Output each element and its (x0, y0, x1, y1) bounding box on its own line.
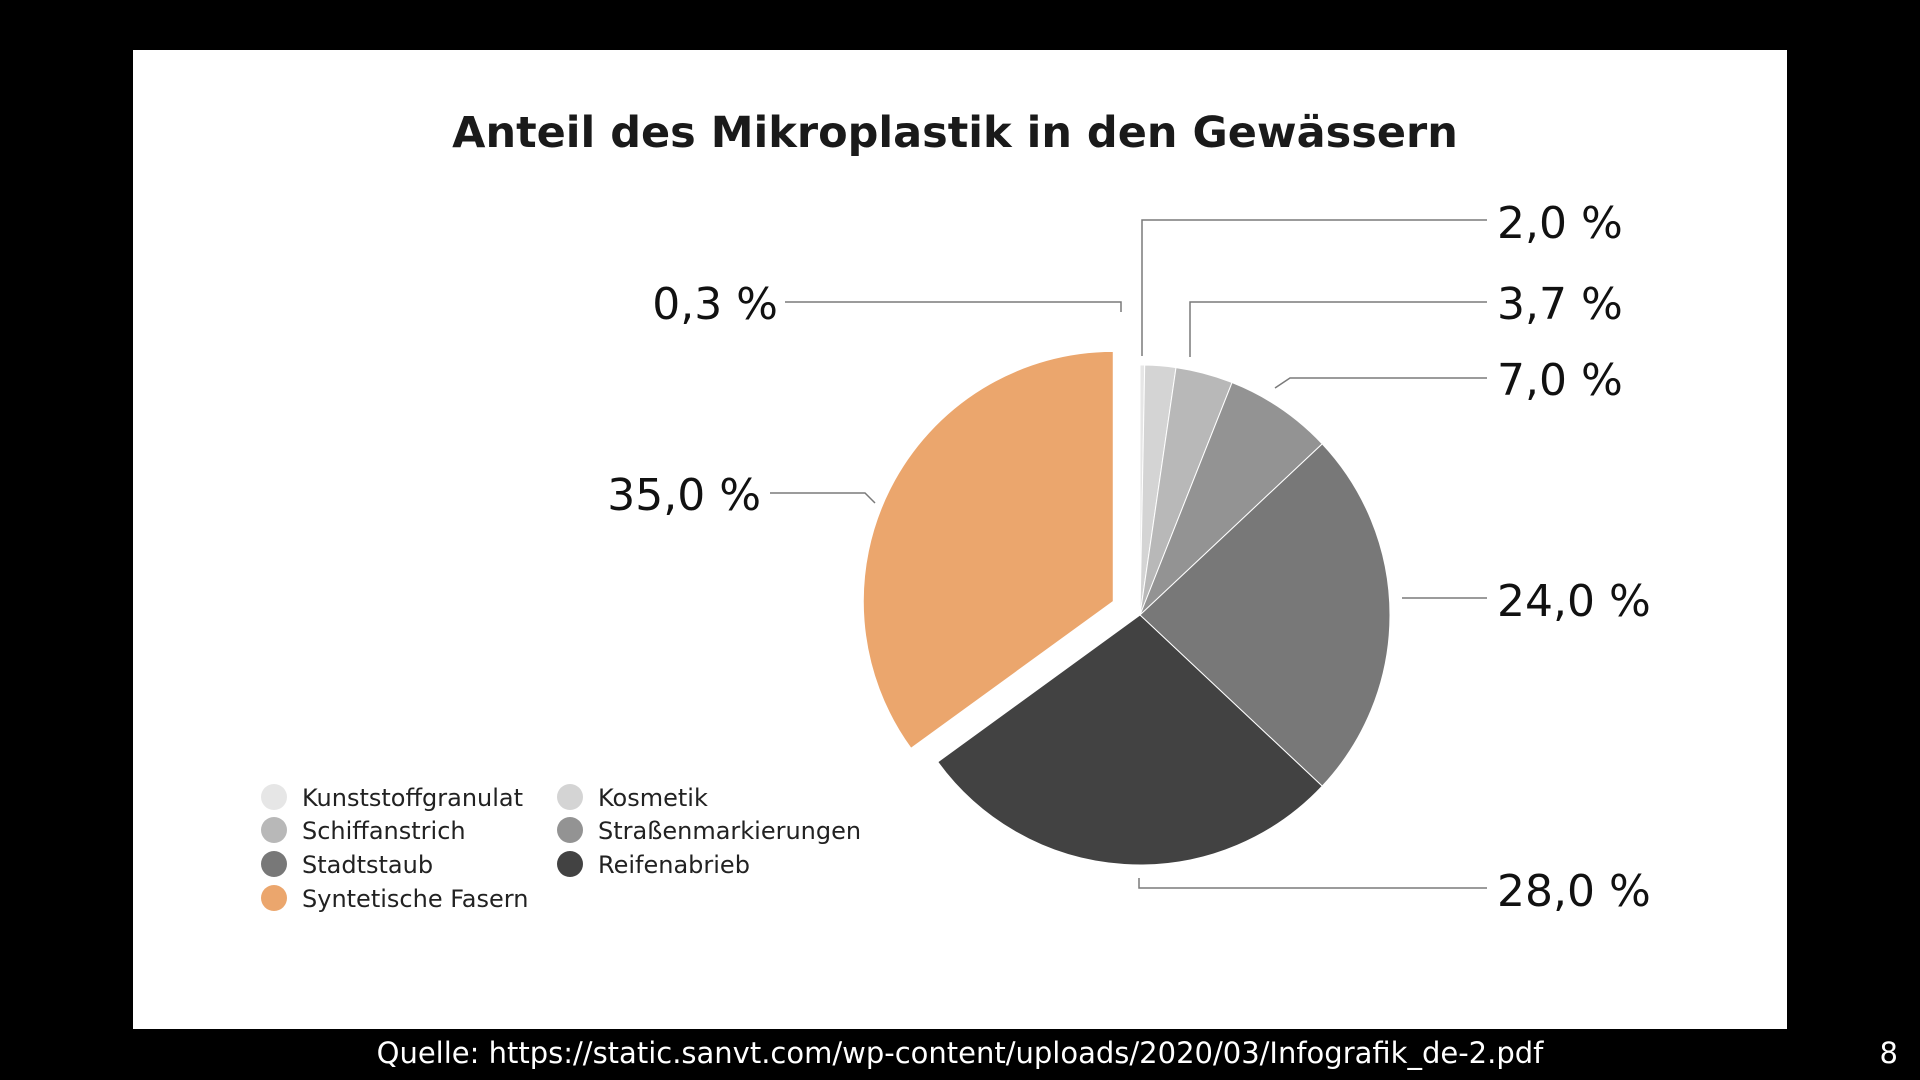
legend-swatch-syntetische-fasern (261, 885, 287, 911)
legend-swatch-strassenmarkierungen (557, 817, 583, 843)
legend-label-schiffanstrich: Schiffanstrich (302, 817, 466, 845)
legend-label-strassenmarkierungen: Straßenmarkierungen (598, 817, 861, 845)
legend-swatch-reifenabrieb (557, 851, 583, 877)
slice-label-reifenabrieb: 28,0 % (1497, 866, 1651, 917)
legend-label-syntetische-fasern: Syntetische Fasern (302, 885, 528, 913)
pie-slice-syntetische-fasern (862, 350, 1114, 750)
slice-label-kosmetik: 2,0 % (1497, 198, 1623, 249)
leader-lines (770, 219, 1487, 889)
legend-label-kunststoffgranulat: Kunststoffgranulat (302, 784, 523, 812)
leader-line-strassenmarkierungen (1274, 377, 1487, 389)
leader-line-syntetische-fasern (770, 492, 876, 504)
legend-label-kosmetik: Kosmetik (598, 784, 708, 812)
slice-label-syntetische-fasern: 35,0 % (607, 470, 761, 521)
legend-label-reifenabrieb: Reifenabrieb (598, 851, 750, 879)
slice-labels: 0,3 % 2,0 % 3,7 % 7,0 % 24,0 % 28,0 % 35,0 % (607, 198, 1651, 917)
legend-swatch-kosmetik (557, 784, 583, 810)
pie-slices (862, 350, 1391, 866)
page-number: 8 (1879, 1036, 1898, 1070)
source-caption: Quelle: https://static.sanvt.com/wp-cont… (376, 1036, 1544, 1070)
slice-label-kunststoffgranulat: 0,3 % (652, 279, 778, 330)
legend-swatch-kunststoffgranulat (261, 784, 287, 810)
legend-swatch-stadtstaub (261, 851, 287, 877)
pie-slice-stadtstaub (1139, 443, 1391, 787)
leader-line-kosmetik (1141, 219, 1487, 356)
leader-line-reifenabrieb (1138, 878, 1487, 889)
slice-label-stadtstaub: 24,0 % (1497, 576, 1651, 627)
slice-label-schiffanstrich: 3,7 % (1497, 279, 1623, 330)
pie-slice-strassenmarkierungen (1139, 381, 1323, 616)
leader-line-schiffanstrich (1189, 301, 1487, 357)
slice-label-strassenmarkierungen: 7,0 % (1497, 355, 1623, 406)
leader-line-kunststoffgranulat (785, 301, 1122, 312)
pie-slice-reifenabrieb (937, 614, 1323, 866)
legend-label-stadtstaub: Stadtstaub (302, 851, 433, 879)
chart-title: Anteil des Mikroplastik in den Gewässern (452, 108, 1458, 158)
legend-swatch-schiffanstrich (261, 817, 287, 843)
legend: Kunststoffgranulat Kosmetik Schiffanstrich… (261, 784, 861, 913)
